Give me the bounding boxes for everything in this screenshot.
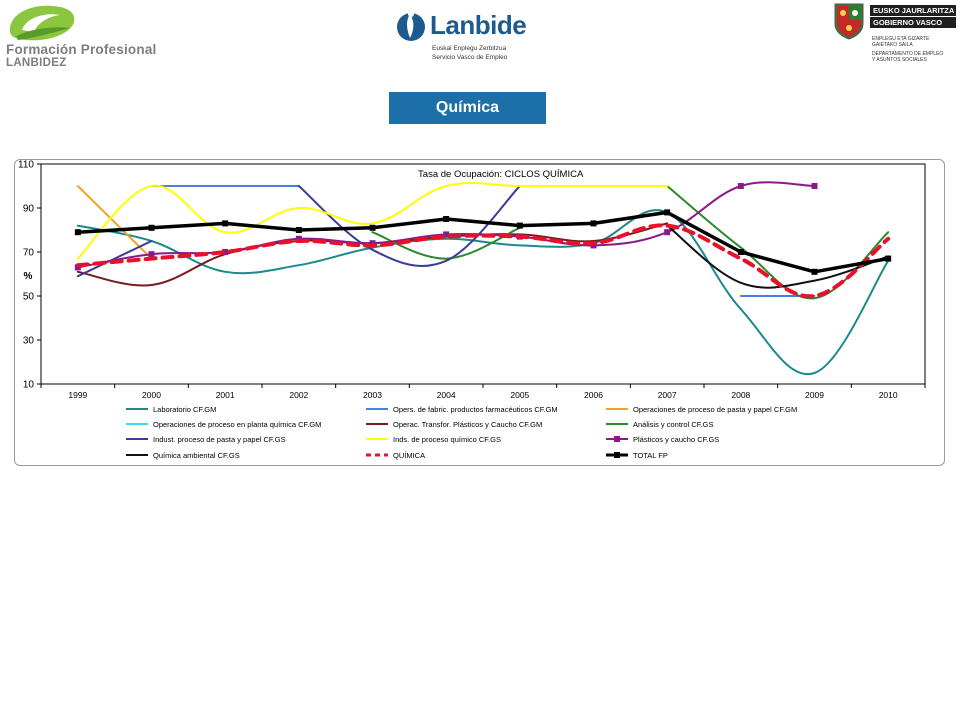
y-tick-label: 30: [23, 336, 35, 347]
data-point-8: [148, 251, 155, 258]
x-tick-label: 2009: [805, 390, 824, 400]
y-tick-label: 50: [23, 292, 35, 303]
lanbide-logo-icon: [397, 11, 425, 41]
series-line-6: [76, 240, 153, 278]
legend-label-8: Plásticos y caucho CF.GS: [633, 435, 719, 444]
legend-label-6: Indust. proceso de pasta y papel CF.GS: [153, 435, 286, 444]
legend-label-10: QUÍMICA: [393, 451, 425, 460]
gv-logo-dept1: ENPLEGU ETA GIZARTE: [872, 36, 930, 42]
data-point-11: [443, 216, 450, 222]
section-title: Química: [389, 92, 546, 124]
legend-label-11: TOTAL FP: [633, 451, 668, 460]
chart-title: Tasa de Ocupación: CICLOS QUÍMICA: [418, 169, 584, 180]
data-point-8: [295, 235, 302, 242]
legend-label-4: Operac. Transfor. Plásticos y Caucho CF.…: [393, 420, 542, 429]
y-tick-label: 110: [18, 160, 34, 171]
y-tick-label: 90: [23, 204, 35, 215]
x-tick-label: 2003: [363, 390, 382, 400]
data-point-11: [664, 209, 671, 216]
legend-label-5: Análisis y control CF.GS: [633, 420, 713, 429]
data-point-11: [148, 224, 155, 231]
x-tick-label: 2008: [731, 390, 750, 400]
data-point-8: [222, 249, 229, 255]
data-point-8: [369, 240, 376, 247]
legend-label-2: Operaciones de proceso de pasta y papel …: [633, 405, 797, 414]
legend-label-7: Inds. de proceso químico CF.GS: [393, 435, 501, 444]
series-line-10: [75, 223, 891, 299]
plot-area: [40, 163, 926, 385]
y-tick-label: 70: [23, 248, 35, 259]
fp-logo-icon: [9, 5, 75, 41]
legend-label-0: Laboratorio CF.GM: [153, 405, 216, 414]
lanbide-logo-sub1: Euskal Enplegu Zerbitzua: [432, 45, 507, 52]
x-tick-label: 2006: [584, 390, 603, 400]
x-tick-label: 1999: [68, 390, 87, 400]
x-tick-label: 2005: [510, 390, 529, 400]
data-point-8: [443, 231, 450, 238]
x-tick-label: 2010: [879, 390, 898, 400]
lanbide-logo: Lanbide Euskal Enplegu Zerbitzua Servici…: [392, 4, 542, 64]
data-point-11: [369, 224, 376, 231]
data-point-8: [811, 183, 818, 189]
legend-label-1: Opers. de fabric. productos farmacéutico…: [393, 405, 558, 414]
x-tick-label: 2001: [216, 390, 235, 400]
data-point-11: [74, 229, 81, 236]
x-tick-label: 2004: [437, 390, 456, 400]
data-point-8: [664, 229, 671, 236]
fp-logo-line2: LANBIDEZ: [6, 57, 67, 69]
lanbide-logo-name: Lanbide: [430, 10, 527, 40]
legend-label-3: Operaciones de proceso en planta química…: [153, 420, 321, 429]
fp-logo-line1: Formación Profesional: [6, 42, 157, 57]
series-line-11: [76, 210, 890, 274]
x-tick-label: 2000: [142, 390, 161, 400]
lanbide-logo-sub2: Servicio Vasco de Empleo: [432, 54, 508, 61]
data-point-11: [811, 268, 818, 275]
data-point-11: [885, 255, 892, 262]
data-point-8: [74, 264, 81, 271]
gv-logo-dept3: DEPARTAMENTO DE EMPLEO: [872, 51, 944, 57]
data-point-11: [590, 220, 597, 227]
gv-logo-line2: GOBIERNO VASCO: [870, 17, 956, 28]
gv-logo-line1: EUSKO JAURLARITZA: [870, 5, 956, 16]
y-axis-label: %: [24, 271, 33, 282]
formacion-profesional-logo: Formación Profesional LANBIDEZ: [0, 0, 180, 70]
coat-of-arms-icon: [834, 3, 864, 40]
gv-logo-dept2: GAIETAKO SAILA: [872, 42, 913, 48]
x-tick-label: 2007: [658, 390, 677, 400]
data-point-11: [222, 220, 229, 227]
data-point-8: [590, 242, 597, 249]
data-point-11: [295, 227, 302, 233]
legend-marker-11: [614, 452, 620, 458]
y-tick-label: 10: [23, 380, 35, 391]
gv-logo-dept4: Y ASUNTOS SOCIALES: [872, 57, 927, 63]
data-point-11: [737, 249, 744, 255]
data-point-8: [737, 183, 744, 189]
series-line-7: [76, 182, 669, 260]
series-line-0: [76, 209, 890, 376]
legend-label-9: Química ambiental CF.GS: [153, 451, 240, 460]
legend-marker-8: [614, 436, 620, 442]
data-point-11: [516, 222, 523, 229]
gobierno-vasco-logo: EUSKO JAURLARITZA GOBIERNO VASCO ENPLEGU…: [830, 0, 960, 70]
series-line-2: [76, 185, 153, 260]
x-tick-label: 2002: [289, 390, 308, 400]
